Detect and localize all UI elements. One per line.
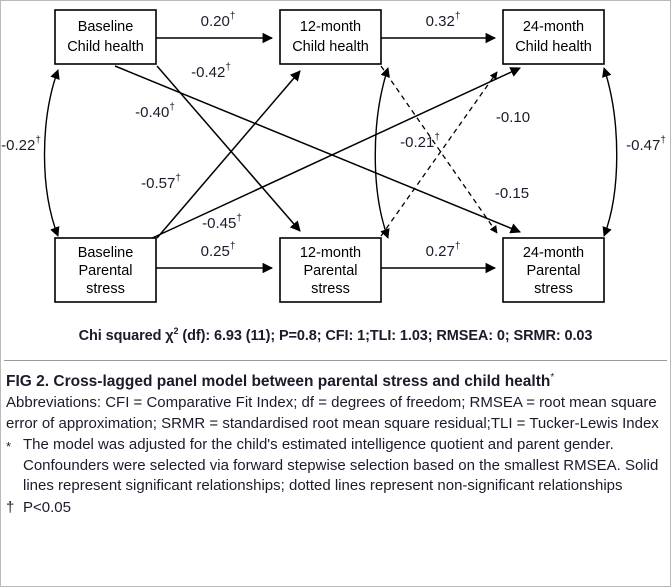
node-label-line: Baseline [78, 245, 134, 261]
curve-baseline-correlation [43, 69, 60, 237]
edge-12m-stress-to-24m-child-dashed [380, 71, 498, 237]
node-box [502, 237, 605, 303]
path-label-12m-child-to-24m-stress: -0.15 [495, 185, 529, 202]
path-label-baseline-child-to-12m-stress: -0.42† [191, 62, 231, 81]
curve-24m-correlation [602, 67, 618, 237]
note-text: P<0.05 [23, 498, 71, 516]
node-label-line: Parental [303, 263, 357, 279]
path-diagram: Baseline Child health 12-month Child hea… [1, 9, 666, 303]
path-label-24m-correlation: -0.47† [626, 135, 666, 154]
path-label-baseline-to-12m-child: 0.20† [201, 11, 236, 30]
note-marker: † [6, 498, 15, 516]
path-label-baseline-correlation: -0.22† [1, 135, 41, 154]
path-label-baseline-stress-to-24m-child: -0.45† [202, 213, 242, 232]
path-label-12m-to-24m-child: 0.32† [426, 11, 461, 30]
edge-baseline-stress-to-12m-child [156, 70, 301, 239]
node-label-line: Parental [78, 263, 132, 279]
node-label-line: stress [86, 281, 125, 297]
path-label-12m-stress-to-24m-stress: 0.27† [426, 241, 461, 260]
fit-text-after: (df): 6.93 (11); P=0.8; CFI: 1;TLI: 1.03… [178, 327, 593, 344]
node-label-line: Parental [526, 263, 580, 279]
edge-baseline-child-to-24m-stress [114, 65, 521, 234]
figure-caption: FIG 2. Cross-lagged panel model between … [6, 368, 666, 518]
node-baseline-child-health[interactable]: Baseline Child health [54, 9, 157, 65]
node-twentyfour-month-parental-stress[interactable]: 24-month Parental stress [502, 237, 605, 303]
node-label-line: Child health [292, 39, 369, 55]
node-box [279, 237, 382, 303]
node-box [54, 237, 157, 303]
edge-12m-child-to-24m-stress-dashed [380, 65, 498, 234]
path-label-baseline-stress-to-12m-child: -0.40† [135, 102, 175, 121]
node-twentyfour-month-child-health[interactable]: 24-month Child health [502, 9, 605, 65]
curve-12m-correlation [374, 67, 390, 239]
path-label-12m-correlation: -0.21† [400, 132, 440, 151]
model-fit-statistics: Chi squared χ2 (df): 6.93 (11); P=0.8; C… [0, 326, 671, 344]
chi-symbol: χ [165, 327, 174, 344]
edge-baseline-child-to-12m-stress [156, 65, 301, 232]
path-coefficient-labels: 0.20† 0.32† -0.42† -0.40† -0.57† -0.45† [1, 11, 666, 260]
node-label-line: stress [311, 281, 350, 297]
caption-note-star: * The model was adjusted for the child's… [6, 435, 666, 497]
node-label-line: 12-month [300, 19, 361, 35]
node-twelve-month-child-health[interactable]: 12-month Child health [279, 9, 382, 65]
edge-baseline-stress-to-24m-child [147, 67, 521, 241]
path-label-baseline-stress-to-12m-stress: 0.25† [201, 241, 236, 260]
node-label-line: 24-month [523, 245, 584, 261]
node-label-line: 12-month [300, 245, 361, 261]
caption-title-text: FIG 2. Cross-lagged panel model between … [6, 373, 551, 391]
note-marker: * [6, 439, 12, 455]
divider [4, 360, 667, 361]
caption-title-marker: * [550, 372, 555, 383]
note-text: The model was adjusted for the child's e… [23, 436, 659, 495]
caption-title: FIG 2. Cross-lagged panel model between … [6, 368, 666, 392]
node-label-line: stress [534, 281, 573, 297]
path-label-12m-stress-to-24m-child: -0.10 [496, 109, 530, 126]
node-box [54, 9, 157, 65]
node-label-line: Baseline [78, 19, 134, 35]
path-label-baseline-child-to-24m-stress: -0.57† [141, 173, 181, 192]
node-label-line: Child health [515, 39, 592, 55]
chi-exponent: 2 [173, 326, 179, 336]
node-baseline-parental-stress[interactable]: Baseline Parental stress [54, 237, 157, 303]
caption-abbreviations: Abbreviations: CFI = Comparative Fit Ind… [6, 394, 659, 432]
caption-note-dagger: † P<0.05 [6, 498, 666, 519]
node-twelve-month-parental-stress[interactable]: 12-month Parental stress [279, 237, 382, 303]
node-label-line: Child health [67, 39, 144, 55]
node-box [502, 9, 605, 65]
node-label-line: 24-month [523, 19, 584, 35]
node-box [279, 9, 382, 65]
fit-text-before: Chi squared [78, 327, 166, 344]
